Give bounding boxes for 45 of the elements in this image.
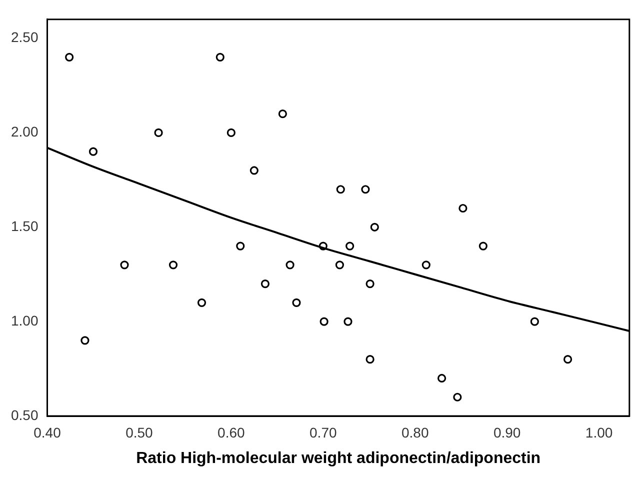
point [292,298,301,307]
point [361,185,370,194]
point [65,52,74,62]
point [422,260,430,270]
point [286,260,294,270]
point [478,242,488,250]
y-tick-label: 1.00 [11,312,38,328]
x-tick-label: 0.60 [218,424,246,440]
point [366,355,374,364]
point [236,242,245,250]
point [88,147,98,156]
point [168,260,178,270]
y-tick-label: 0.50 [11,406,38,423]
point [250,166,258,175]
point [344,317,352,326]
point [458,204,468,213]
x-tick-label: 0.40 [34,424,62,440]
point [154,128,163,138]
x-tick-label: 0.50 [126,424,154,440]
x-tick-label: 0.80 [401,424,429,440]
point [226,128,236,138]
point [336,185,345,194]
x-tick-label: 0.90 [493,424,521,440]
point [318,242,328,250]
y-tick-label: 2.00 [11,124,38,140]
point [278,110,287,118]
point [437,374,446,383]
point [530,317,539,326]
point [80,336,90,345]
point [197,298,206,307]
point [216,52,224,62]
point [260,280,270,288]
point [320,317,328,326]
point [453,392,462,402]
y-tick-label: 1.50 [11,218,38,234]
x-tick-label: 0.70 [310,424,337,440]
x-axis-title: Ratio High-molecular weight adiponectin/adiponectin [136,450,541,467]
point [335,260,344,270]
point [346,242,354,250]
point [370,222,379,232]
point [366,280,374,288]
point [563,355,572,364]
x-tick-label: 1.00 [585,424,613,440]
y-tick-label: 2.50 [11,29,38,46]
point [120,260,129,270]
